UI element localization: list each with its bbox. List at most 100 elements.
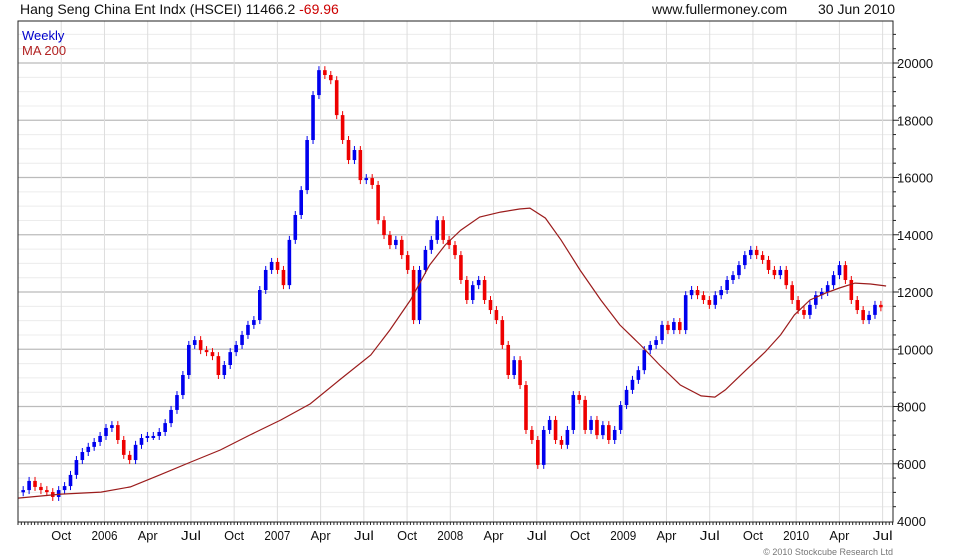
candle-down	[879, 304, 883, 308]
candle-down	[843, 265, 848, 280]
candle-up	[476, 279, 481, 286]
chart-date: 30 Jun 2010	[818, 1, 896, 17]
candle-up	[837, 265, 842, 276]
candle-up	[246, 324, 250, 335]
candle-down	[370, 178, 374, 185]
candle-down	[849, 279, 854, 301]
y-tick-label: 16000	[897, 171, 933, 186]
candle-down	[536, 439, 540, 465]
candle-up	[612, 429, 617, 440]
candle-up	[139, 437, 144, 445]
candle-up	[311, 95, 315, 141]
candle-down	[766, 259, 771, 270]
candle-up	[169, 409, 173, 424]
candle-down	[802, 310, 806, 315]
candle-up	[512, 360, 516, 376]
candle-up	[252, 320, 256, 325]
candle-up	[62, 486, 67, 491]
candle-down	[583, 399, 587, 430]
legend-weekly: Weekly	[22, 28, 65, 43]
candle-down	[553, 419, 558, 440]
candle-up	[873, 304, 877, 315]
candle-up	[672, 322, 676, 331]
candle-up	[287, 239, 292, 286]
x-tick-label: Oct	[51, 528, 71, 543]
candle-up	[92, 441, 96, 447]
candle-up	[175, 395, 179, 410]
candle-down	[405, 255, 410, 270]
candle-down	[121, 439, 126, 455]
y-tick-label: 8000	[897, 400, 926, 415]
candle-up	[719, 289, 723, 296]
candle-up	[683, 295, 688, 331]
candle-down	[323, 70, 327, 76]
candle-up	[257, 289, 262, 321]
candle-up	[731, 275, 735, 280]
x-tick-label: Oct	[397, 528, 417, 543]
candle-up	[636, 370, 641, 380]
candle-up	[151, 435, 156, 438]
candle-up	[222, 364, 227, 376]
candle-up	[618, 405, 623, 430]
candle-up	[660, 324, 664, 341]
candle-down	[861, 310, 865, 321]
y-tick-label: 12000	[897, 285, 933, 300]
candle-down	[334, 80, 339, 116]
candle-down	[116, 425, 120, 440]
candle-down	[524, 385, 528, 430]
candle-up	[778, 269, 783, 276]
x-tick-label: Apr	[829, 528, 850, 543]
candle-up	[86, 446, 91, 453]
candle-down	[33, 480, 37, 487]
candle-up	[819, 292, 824, 296]
x-tick-label: Apr	[311, 528, 332, 543]
legend-ma200: MA 200	[22, 43, 66, 58]
candle-up	[417, 269, 422, 321]
candle-up	[110, 425, 114, 428]
candle-up	[352, 150, 357, 161]
candle-up	[80, 452, 85, 461]
candle-down	[216, 356, 221, 376]
candle-down	[494, 310, 499, 321]
candle-down	[275, 261, 280, 270]
candle-down	[790, 285, 794, 301]
candle-up	[181, 375, 185, 396]
candle-up	[630, 379, 635, 390]
site-url[interactable]: www.fullermoney.com	[652, 1, 788, 17]
candle-up	[648, 344, 653, 351]
candle-down	[518, 360, 522, 386]
candle-down	[701, 295, 706, 301]
candle-down	[606, 425, 611, 440]
candle-down	[577, 395, 582, 400]
x-tick-label: 2007	[264, 528, 290, 543]
candle-down	[358, 150, 363, 181]
candle-up	[21, 490, 25, 493]
plot-frame	[17, 20, 894, 523]
candle-up	[98, 435, 102, 442]
candle-up	[565, 429, 570, 445]
candle-up	[808, 304, 812, 315]
candle-up	[725, 279, 729, 290]
x-tick-label: 2008	[437, 528, 463, 543]
candle-down	[382, 220, 386, 236]
candle-up	[27, 480, 31, 491]
candle-up	[429, 239, 434, 250]
x-tick-label: Jul	[527, 528, 547, 543]
candle-up	[394, 239, 398, 246]
candle-down	[447, 239, 451, 246]
candle-down	[695, 289, 700, 296]
candle-down	[500, 320, 505, 345]
x-tick-label: Oct	[743, 528, 763, 543]
chart-title-line: Hang Seng China Ent Indx (HSCEI) 11466.2…	[20, 1, 339, 17]
x-tick-label: Apr	[484, 528, 505, 543]
candle-down	[328, 75, 333, 81]
x-tick-label: 2006	[91, 528, 117, 543]
candle-up	[748, 249, 753, 256]
x-tick-label: Jul	[700, 528, 720, 543]
candle-up	[867, 314, 871, 321]
candle-up	[642, 350, 647, 371]
candle-up	[364, 178, 369, 181]
last-price: 11466.2	[245, 1, 296, 17]
candle-down	[388, 235, 392, 246]
candle-up	[240, 334, 244, 345]
